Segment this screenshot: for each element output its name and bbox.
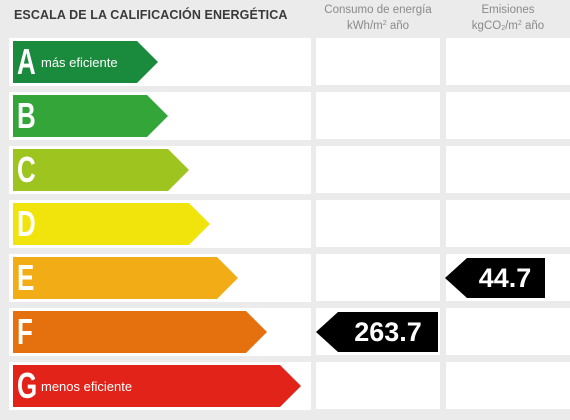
rating-row: E 44.7: [0, 254, 570, 302]
rating-description: menos eficiente: [41, 378, 133, 394]
rating-letter: A: [17, 41, 36, 82]
rating-row: C: [0, 146, 570, 194]
rating-arrow-d: D: [13, 203, 210, 245]
rating-arrow-f: F: [13, 311, 267, 353]
emissions-indicator: 44.7: [445, 258, 545, 298]
rating-arrow-c: C: [13, 149, 189, 191]
rating-row: F 263.7: [0, 308, 570, 356]
consumption-cell-c: [316, 146, 440, 193]
rating-letter: C: [17, 149, 36, 190]
consumption-indicator: 263.7: [316, 312, 438, 352]
emissions-column-header: Emisiones kgCO2/m2 año: [445, 3, 570, 36]
rating-row: D: [0, 200, 570, 248]
rating-row: B: [0, 92, 570, 140]
emissions-cell-g: [446, 362, 570, 409]
emissions-cell-b: [446, 92, 570, 139]
consumption-column-header: Consumo de energía kWh/m2 año: [315, 3, 441, 33]
consumption-header-unit: kWh/m2 año: [346, 20, 410, 32]
rating-letter: E: [17, 257, 35, 298]
consumption-cell-a: [316, 38, 440, 85]
rating-arrow-b: B: [13, 95, 168, 137]
consumption-header-label: Consumo de energía: [324, 4, 432, 16]
rating-letter: G: [17, 365, 38, 406]
consumption-cell-e: [316, 254, 440, 301]
rating-arrow-g: G menos eficiente: [13, 365, 301, 407]
rating-arrow-e: E: [13, 257, 238, 299]
consumption-cell-g: [316, 362, 440, 409]
rating-row: G menos eficiente: [0, 362, 570, 410]
emissions-cell-d: [446, 200, 570, 247]
consumption-cell-d: [316, 200, 440, 247]
page-title: ESCALA DE LA CALIFICACIÓN ENERGÉTICA: [14, 8, 288, 22]
rating-letter: F: [17, 311, 33, 352]
rating-letter: B: [17, 95, 36, 136]
rating-description: más eficiente: [41, 54, 118, 70]
rating-row: A más eficiente: [0, 38, 570, 86]
rating-arrow-a: A más eficiente: [13, 41, 158, 83]
consumption-cell-b: [316, 92, 440, 139]
emissions-header-unit: kgCO2/m2 año: [471, 20, 545, 32]
emissions-cell-a: [446, 38, 570, 85]
emissions-header-label: Emisiones: [481, 4, 535, 16]
emissions-cell-f: [446, 308, 570, 355]
rating-letter: D: [17, 203, 36, 244]
emissions-cell-c: [446, 146, 570, 193]
